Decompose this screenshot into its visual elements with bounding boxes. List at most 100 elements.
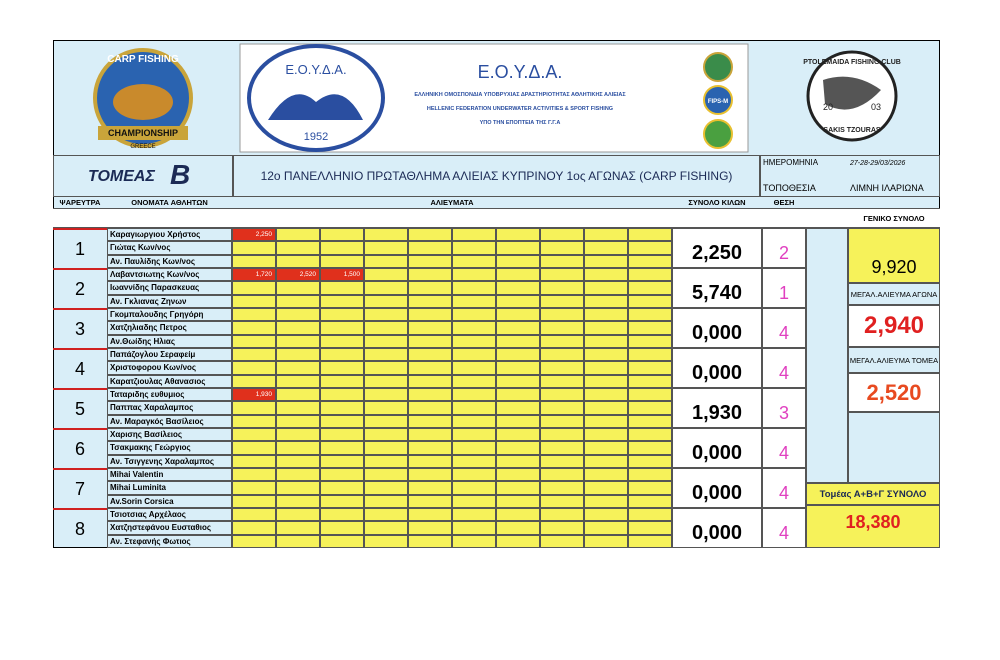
catch-cell [276,521,320,535]
catch-cell [452,401,496,415]
catch-cell [584,308,628,322]
catch-cell [364,454,408,468]
catch-cell [496,494,540,508]
catch-cell [452,534,496,548]
small-logo [703,85,733,115]
team-place: 4 [762,508,806,548]
catch-cell [364,334,408,348]
catch-cell [452,414,496,428]
catch-cell [276,441,320,455]
catch-cell [628,281,672,295]
catch-cell [540,361,584,375]
stand-number: 3 [53,308,107,348]
catch-cell [496,388,540,402]
team-total: 0,000 [672,468,762,508]
catch-cell [628,374,672,388]
catch-cell [584,428,628,442]
catch-cell [584,414,628,428]
stand-number: 8 [53,508,107,548]
catch-cell [496,508,540,522]
sector-label: ΤΟΜΕΑΣ [88,168,155,185]
catch-cell [452,321,496,335]
catch-cell [232,308,276,322]
catch-cell [540,268,584,282]
catch-cell [584,321,628,335]
catch-cell [452,254,496,268]
catch-cell [628,441,672,455]
catch-cell [232,374,276,388]
catch-cell [496,428,540,442]
catch-cell [540,414,584,428]
catch-cell [232,428,276,442]
catch-cell [320,508,364,522]
catch-cell [540,468,584,482]
team-place: 4 [762,308,806,348]
athlete-name: Αν. Τσιγγενης Χαραλαμπος [107,454,232,468]
catch-cell [584,254,628,268]
catch-cell [408,401,452,415]
eouda-figure [268,94,363,120]
catch-cell [408,428,452,442]
team-total: 1,930 [672,388,762,428]
athlete-name: Χαρισης Βασίλειος [107,428,232,442]
catch-cell [452,241,496,255]
logo-text: PTOLEMAIDA FISHING CLUB [803,59,901,66]
catch-cell [496,321,540,335]
catch-cell: 2,250 [232,228,276,242]
catch-cell [540,241,584,255]
catch-cell [496,254,540,268]
catch-cell [232,534,276,548]
catch-cell [232,468,276,482]
column-header: ΓΕΝΙΚΟ ΣΥΝΟΛΟ [863,213,925,223]
catch-cell [496,481,540,495]
catch-cell [364,321,408,335]
catch-cell [320,321,364,335]
catch-cell [584,374,628,388]
catch-cell [540,494,584,508]
catch-cell [276,454,320,468]
athlete-name: Καραγιωργιου Χρήστος [107,228,232,242]
small-logo [703,52,733,82]
catch-cell [540,454,584,468]
catch-cell [584,454,628,468]
team-total: 0,000 [672,508,762,548]
catch-cell [584,334,628,348]
catch-cell [276,321,320,335]
catch-cell [540,508,584,522]
logo-text: CARP FISHING [107,54,179,65]
catch-cell [628,241,672,255]
team-place: 2 [762,228,806,268]
catch-cell [364,228,408,242]
small-logo [703,119,733,149]
catch-cell [408,254,452,268]
catch-cell [584,388,628,402]
catch-cell [320,308,364,322]
catch-cell [320,361,364,375]
catch-cell [584,481,628,495]
catch-cell [408,281,452,295]
catch-cell [628,334,672,348]
catch-cell [276,401,320,415]
catch-cell: 1,500 [320,268,364,282]
athlete-name: Χατζηλιαδης Πετρος [107,321,232,335]
catch-cell [276,468,320,482]
eouda-logo [247,44,385,152]
biggest-match: 2,940 [848,305,940,347]
catch-cell [408,441,452,455]
catch-cell [276,294,320,308]
catch-cell [452,441,496,455]
logo-text: 1952 [304,131,328,143]
catch-cell [408,268,452,282]
catch-cell [496,334,540,348]
stand-number: 5 [53,388,107,428]
catch-cell [364,374,408,388]
athlete-name: Χριστοφορου Κων/νος [107,361,232,375]
catch-cell [408,534,452,548]
catch-cell [628,308,672,322]
logo-text: GREECE [130,144,155,150]
athlete-name: Av.Sorin Corsica [107,494,232,508]
logo-text: FIPS-M [708,99,728,105]
catch-cell [584,294,628,308]
athlete-name: Παπάζογλου Σεραφείμ [107,348,232,362]
catch-cell [232,281,276,295]
